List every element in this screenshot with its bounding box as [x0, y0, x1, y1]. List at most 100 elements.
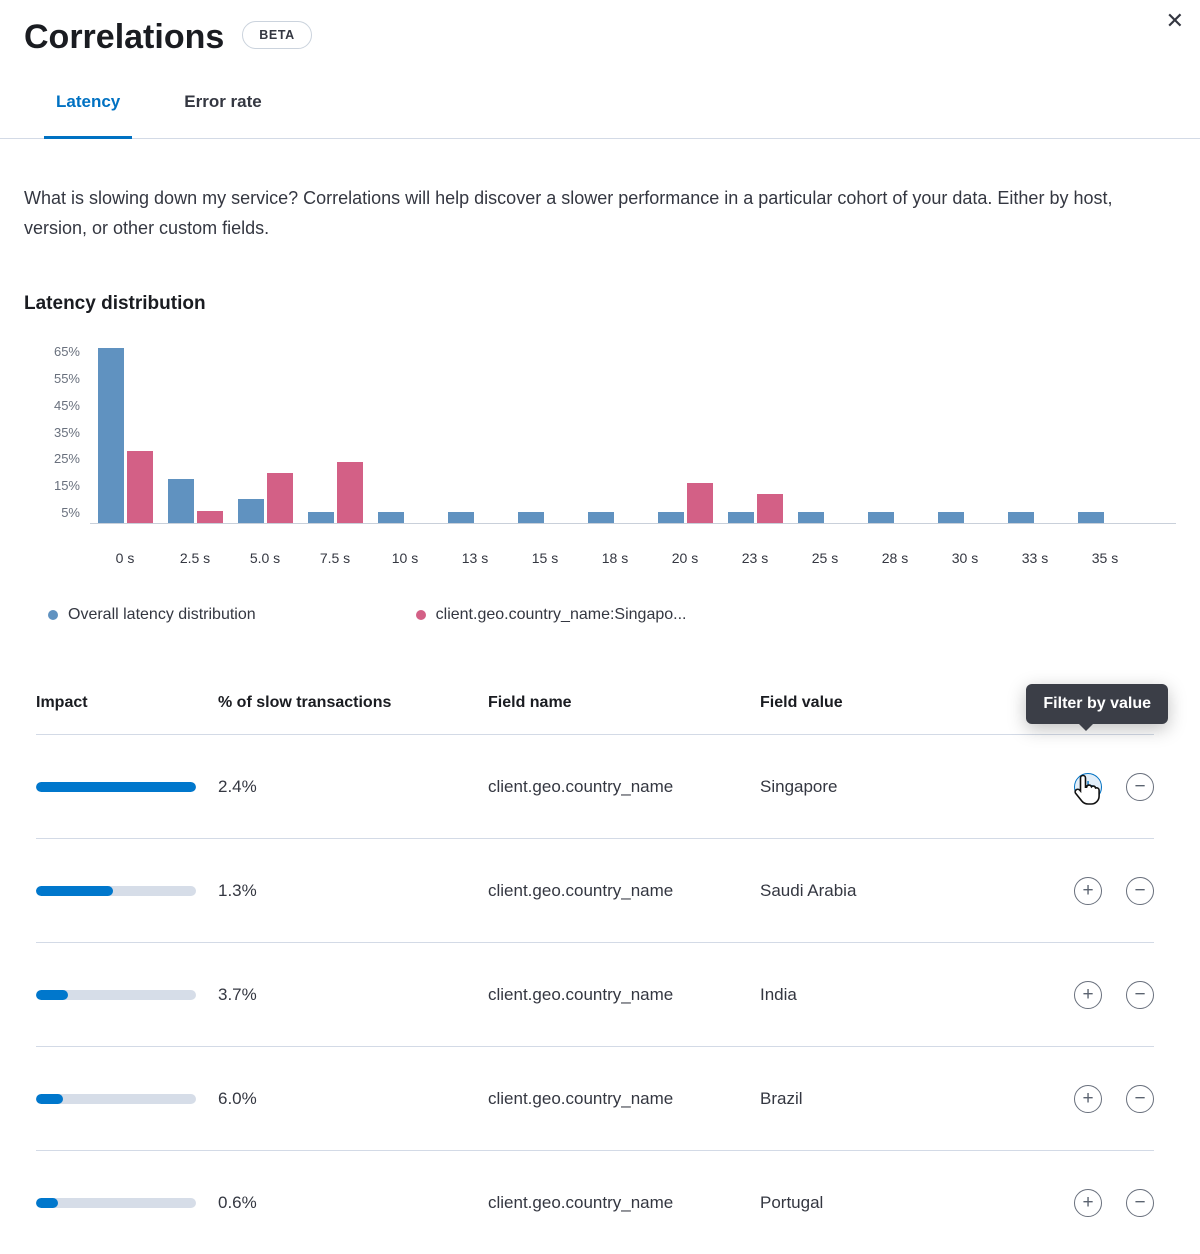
x-axis-label: 28 s — [881, 550, 909, 566]
x-axis-label: 18 s — [601, 550, 629, 566]
overall-latency-bar — [937, 512, 964, 523]
cohort-latency-bar — [126, 451, 153, 523]
column-header-impact: Impact — [36, 694, 88, 711]
field-value: India — [760, 984, 797, 1004]
tab-latency[interactable]: Latency — [44, 92, 133, 139]
overall-latency-bar — [97, 347, 124, 523]
cohort-latency-bar — [266, 472, 293, 523]
table-row: 0.6% client.geo.country_name Portugal + − — [36, 1150, 1154, 1254]
x-axis-label: 0 s — [115, 550, 135, 566]
legend-dot-icon — [48, 610, 58, 620]
impact-bar-fill — [36, 885, 113, 896]
filter-by-value-button[interactable]: + — [1074, 1188, 1102, 1217]
filter-by-value-tooltip: Filter by value — [1026, 684, 1168, 731]
bar-group — [160, 337, 230, 523]
slow-transactions-value: 2.4% — [218, 776, 257, 796]
exclude-value-button[interactable]: − — [1126, 772, 1154, 801]
overall-latency-bar — [237, 499, 264, 523]
x-axis-label: 2.5 s — [179, 550, 211, 566]
slow-transactions-value: 0.6% — [218, 1192, 257, 1212]
correlations-table-body: 2.4% client.geo.country_name Singapore + −1.… — [36, 734, 1154, 1254]
bar-group — [930, 337, 1000, 523]
x-axis-label: 30 s — [951, 550, 979, 566]
tabs: Latency Error rate — [0, 92, 1200, 139]
correlations-table: Impact % of slow transactions Field name… — [0, 672, 1200, 1254]
x-axis-label: 35 s — [1091, 550, 1119, 566]
field-value: Portugal — [760, 1192, 824, 1212]
field-name-value: client.geo.country_name — [488, 1088, 674, 1108]
page-title: Correlations — [24, 18, 225, 56]
bar-group — [1000, 337, 1070, 523]
cohort-latency-bar — [756, 493, 783, 523]
impact-bar — [36, 1197, 196, 1208]
slow-transactions-value: 6.0% — [218, 1088, 257, 1108]
exclude-value-button[interactable]: − — [1126, 1084, 1154, 1113]
impact-bar — [36, 885, 196, 896]
impact-bar-fill — [36, 989, 68, 1000]
flyout-header: Correlations BETA — [0, 0, 1200, 58]
field-name-value: client.geo.country_name — [488, 880, 674, 900]
overall-latency-bar — [1007, 512, 1034, 523]
filter-by-value-button[interactable]: + — [1074, 1084, 1102, 1113]
chart-plot — [90, 337, 1176, 524]
bar-group — [790, 337, 860, 523]
slow-transactions-value: 3.7% — [218, 984, 257, 1004]
overall-latency-bar — [797, 512, 824, 523]
legend-label: client.geo.country_name:Singapo... — [435, 606, 687, 623]
bar-group — [440, 337, 510, 523]
x-axis-label: 23 s — [741, 550, 769, 566]
legend-label: Overall latency distribution — [68, 606, 256, 623]
legend-item[interactable]: client.geo.country_name:Singapo... — [415, 606, 687, 624]
x-axis-label: 25 s — [811, 550, 839, 566]
impact-bar — [36, 781, 196, 792]
overall-latency-bar — [1077, 512, 1104, 523]
y-axis-label: 25% — [53, 451, 80, 467]
tooltip-arrow-icon — [1078, 723, 1094, 739]
x-axis-label: 13 s — [461, 550, 489, 566]
y-axis-label: 35% — [53, 424, 80, 440]
y-axis-label: 65% — [53, 344, 80, 360]
filter-by-value-button[interactable]: + — [1074, 980, 1102, 1009]
column-header-slow-transactions: % of slow transactions — [218, 694, 392, 711]
table-row: 1.3% client.geo.country_name Saudi Arabia +… — [36, 838, 1154, 942]
bar-group — [370, 337, 440, 523]
close-icon[interactable]: ✕ — [1162, 6, 1188, 36]
impact-bar-fill — [36, 1093, 64, 1104]
impact-bar — [36, 989, 196, 1000]
bar-group — [860, 337, 930, 523]
column-header-field-name: Field name — [488, 694, 572, 711]
bar-group — [300, 337, 370, 523]
filter-by-value-button[interactable]: + — [1074, 876, 1102, 905]
cohort-latency-bar — [686, 483, 713, 523]
overall-latency-bar — [447, 512, 474, 523]
overall-latency-bar — [727, 512, 754, 523]
x-axis-label: 15 s — [531, 550, 559, 566]
legend-dot-icon — [415, 610, 426, 620]
cohort-latency-bar — [196, 511, 223, 523]
overall-latency-bar — [167, 479, 194, 523]
chart-y-axis: 5% 15% 25% 35% 45% 55% 65% — [24, 337, 80, 524]
table-row: 6.0% client.geo.country_name Brazil + − — [36, 1046, 1154, 1150]
x-axis-label: 33 s — [1021, 550, 1049, 566]
latency-distribution-chart: 5% 15% 25% 35% 45% 55% 65% 0 s 2.5 s 5.0 s 7.5 s 1… — [24, 337, 1176, 566]
impact-bar-fill — [36, 1197, 59, 1208]
field-value: Brazil — [760, 1088, 803, 1108]
exclude-value-button[interactable]: − — [1126, 876, 1154, 905]
chart-x-axis: 0 s 2.5 s 5.0 s 7.5 s 10 s 13 s 15 s 18 s 20 s 23… — [90, 524, 1176, 566]
exclude-value-button[interactable]: − — [1126, 1188, 1154, 1217]
overall-latency-bar — [517, 512, 544, 523]
field-value: Saudi Arabia — [760, 880, 857, 900]
y-axis-label: 55% — [53, 371, 80, 387]
bar-group — [1070, 337, 1140, 523]
y-axis-label: 15% — [53, 477, 80, 493]
table-row: 3.7% client.geo.country_name India + − — [36, 942, 1154, 1046]
x-axis-label: 20 s — [671, 550, 699, 566]
x-axis-label: 5.0 s — [249, 550, 281, 566]
exclude-value-button[interactable]: − — [1126, 980, 1154, 1009]
tab-error-rate[interactable]: Error rate — [184, 92, 262, 111]
impact-bar — [36, 1093, 196, 1104]
field-name-value: client.geo.country_name — [488, 984, 674, 1004]
filter-by-value-button[interactable]: + — [1074, 772, 1102, 801]
legend-item[interactable]: Overall latency distribution — [48, 606, 256, 624]
bar-group — [580, 337, 650, 523]
